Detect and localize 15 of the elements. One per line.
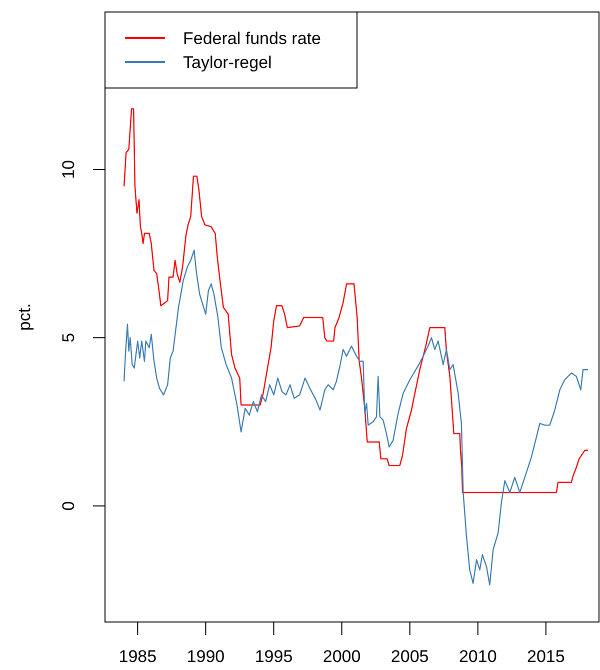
- legend-label: Federal funds rate: [183, 29, 321, 48]
- x-tick-label: 2005: [390, 647, 429, 666]
- y-tick-label: 10: [59, 160, 78, 179]
- x-tick-label: 1985: [118, 647, 157, 666]
- x-tick-label: 2010: [458, 647, 497, 666]
- line-series: [123, 108, 589, 494]
- x-tick-label: 2000: [322, 647, 361, 666]
- y-tick-label: 5: [59, 332, 78, 342]
- x-tick-label: 2015: [527, 647, 565, 666]
- x-tick-label: 1995: [254, 647, 293, 666]
- y-axis-title: pct.: [15, 303, 34, 331]
- line-series: [123, 250, 589, 586]
- x-tick-label: 1990: [186, 647, 225, 666]
- legend-label: Taylor-regel: [183, 53, 272, 72]
- y-tick-label: 0: [59, 501, 78, 511]
